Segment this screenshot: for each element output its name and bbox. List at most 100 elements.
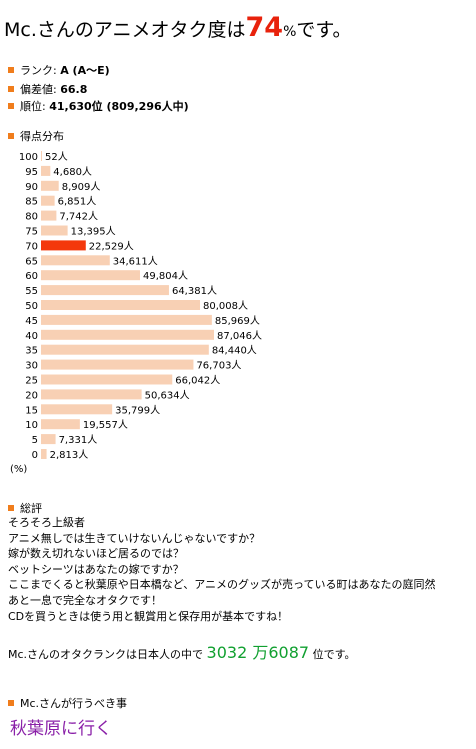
bar	[41, 434, 56, 445]
bar-value-label: 84,440人	[212, 345, 257, 357]
summary-line: そろそろ上級者	[8, 516, 85, 529]
order-value: 41,630位 (809,296人中)	[49, 100, 189, 113]
bar-value-label: 52人	[45, 151, 68, 163]
title-suffix: です。	[296, 19, 352, 41]
summary-line: ベットシーツはあなたの嫁ですか？	[8, 562, 184, 576]
summary-line: アニメ無しでは生きていけないんじゃないですか？	[8, 531, 261, 545]
todo-heading: Mc.さんが行うべき事	[8, 695, 127, 711]
category-tick-label: 75	[25, 227, 38, 238]
bar-value-label: 35,799人	[115, 404, 160, 416]
category-tick-label: 100	[19, 152, 38, 163]
bar-value-label: 49,804人	[143, 270, 188, 282]
chart-section-heading: 得点分布	[8, 128, 64, 144]
todo-value: 秋葉原に行く	[10, 719, 112, 739]
order-label: 順位:	[20, 100, 46, 113]
category-tick-label: 10	[25, 420, 38, 431]
page-title: Mc.さんのアニメオタク度は74%です。	[4, 12, 352, 43]
bar	[41, 285, 169, 296]
bar-value-label: 80,008人	[203, 300, 248, 312]
category-tick-label: 60	[25, 271, 38, 282]
category-tick-label: 50	[25, 301, 38, 312]
category-tick-label: 40	[25, 331, 38, 342]
bar-value-label: 7,331人	[59, 434, 98, 446]
todo-heading-text: Mc.さんが行うべき事	[20, 697, 128, 710]
category-tick-label: 20	[25, 390, 38, 401]
category-tick-label: 55	[25, 286, 38, 297]
category-tick-label: 15	[25, 405, 38, 416]
ranking-suffix: 位です。	[312, 648, 356, 661]
bar-value-label: 13,395人	[71, 226, 116, 238]
category-tick-label: 25	[25, 376, 38, 387]
bar	[41, 329, 214, 340]
summary-line: ここまでくると秋葉原や日本橋など、アニメのグッズが売っている町はあなたの庭同然	[8, 578, 436, 592]
category-tick-label: 85	[25, 197, 38, 208]
bullet-icon	[8, 133, 14, 139]
bar	[41, 195, 55, 206]
category-tick-label: 35	[25, 346, 38, 357]
bullet-icon	[8, 700, 14, 706]
deviation-label: 偏差値:	[20, 83, 57, 96]
bar-value-label: 87,046人	[217, 330, 262, 342]
category-tick-label: 0	[32, 450, 38, 461]
bar-value-label: 4,680人	[53, 166, 92, 178]
chart-section-title: 得点分布	[20, 130, 64, 143]
bar	[41, 270, 140, 281]
category-tick-label: 90	[25, 182, 38, 193]
summary-line: CDを買うときは使う用と観賞用と保存用が基本ですね！	[8, 609, 289, 623]
bullet-icon	[8, 103, 14, 109]
ranking-prefix: Mc.さんのオタクランクは日本人の中で	[8, 648, 204, 661]
category-tick-label: 80	[25, 212, 38, 223]
bar-value-label: 76,703人	[196, 360, 241, 372]
bar-value-label: 8,909人	[62, 181, 101, 193]
bar-value-label: 2,813人	[50, 449, 89, 461]
bar-value-label: 7,742人	[59, 211, 98, 223]
bar	[41, 344, 209, 355]
ranking-value: 3032 万6087	[206, 643, 310, 662]
bar-value-label: 6,851人	[58, 196, 97, 208]
bar-value-label: 64,381人	[172, 285, 217, 297]
bar	[41, 225, 68, 236]
summary-text: そろそろ上級者 アニメ無しでは生きていけないんじゃないですか？ 嫁が数え切れない…	[8, 515, 435, 624]
order-row: 順位: 41,630位 (809,296人中)	[8, 98, 189, 114]
bar	[41, 404, 113, 415]
title-percent: 74	[245, 12, 284, 43]
deviation-value: 66.8	[60, 83, 88, 96]
bar	[41, 374, 173, 385]
bar-value-label: 66,042人	[175, 375, 220, 387]
bar-value-label: 85,969人	[215, 315, 260, 327]
bar	[41, 419, 80, 430]
bar-highlighted	[41, 240, 86, 251]
category-tick-label: 65	[25, 256, 38, 267]
category-tick-label: 95	[25, 167, 38, 178]
bar	[41, 151, 42, 161]
summary-heading-text: 総評	[20, 502, 42, 515]
chart-unit-label: (%)	[10, 464, 28, 475]
bullet-icon	[8, 505, 14, 511]
summary-heading: 総評	[8, 500, 42, 516]
bar	[41, 359, 194, 370]
bar-value-label: 19,557人	[83, 419, 128, 431]
deviation-row: 偏差値: 66.8	[8, 81, 87, 97]
category-tick-label: 5	[32, 435, 38, 446]
bar	[41, 314, 212, 325]
rank-label: ランク:	[20, 64, 57, 77]
bar-value-label: 50,634人	[145, 389, 190, 401]
title-percent-sign: %	[283, 24, 297, 40]
bar-value-label: 34,611人	[113, 255, 158, 267]
title-prefix: Mc.さんのアニメオタク度は	[4, 19, 246, 41]
bar	[41, 255, 110, 266]
bar	[41, 389, 142, 400]
bullet-icon	[8, 67, 14, 73]
category-tick-label: 45	[25, 316, 38, 327]
rank-row: ランク: A (A〜E)	[8, 62, 110, 78]
bar	[41, 300, 201, 310]
summary-line: あと一息で完全なオタクです！	[8, 593, 162, 607]
summary-line: 嫁が数え切れないほど居るのでは？	[8, 547, 184, 561]
bar	[41, 449, 47, 459]
bar	[41, 180, 59, 191]
bar	[41, 210, 57, 221]
bar-value-label: 22,529人	[89, 240, 134, 252]
rank-value: A (A〜E)	[60, 64, 110, 77]
bullet-icon	[8, 86, 14, 92]
